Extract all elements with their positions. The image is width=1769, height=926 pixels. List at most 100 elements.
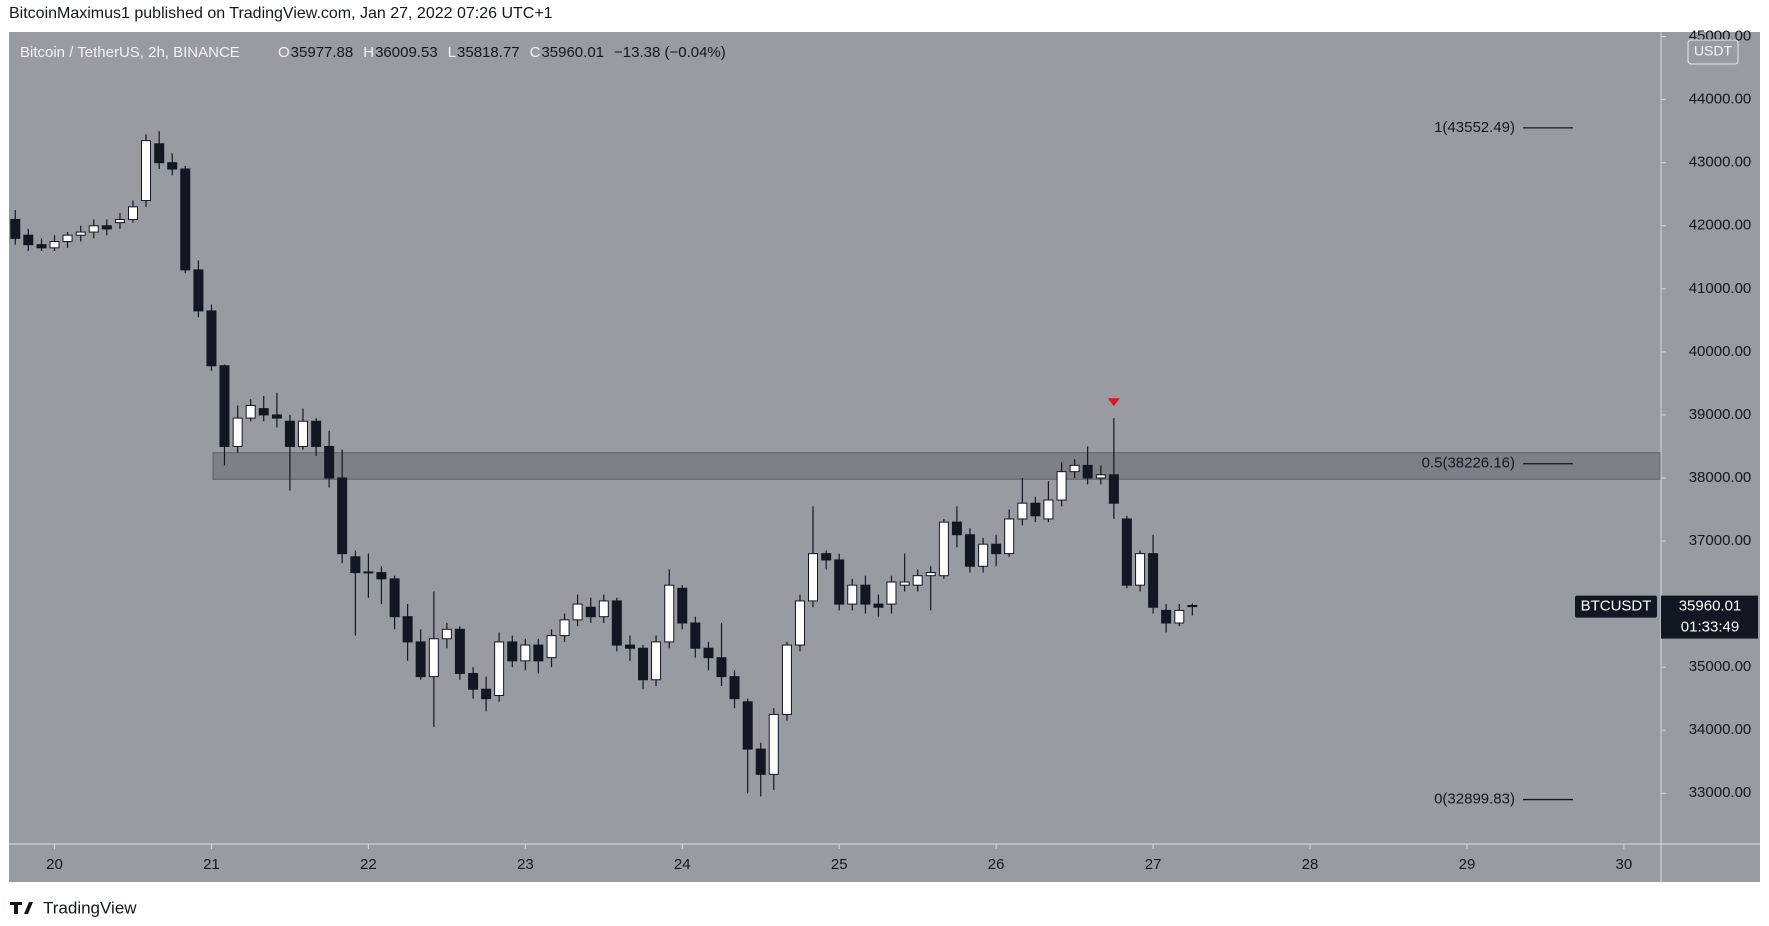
candle-body	[454, 628, 465, 674]
candle-body	[441, 628, 452, 640]
candle-body	[794, 600, 805, 646]
candle-body	[1004, 518, 1015, 555]
x-tick-label: 24	[674, 856, 691, 873]
candle-body	[664, 584, 675, 643]
candle-body	[964, 534, 975, 567]
symbol-line: Bitcoin / TetherUS, 2h, BINANCE	[20, 44, 240, 61]
candle-body	[154, 143, 165, 164]
x-tick-label: 21	[203, 856, 220, 873]
ohlc-value: 35818.77	[457, 44, 520, 61]
ohlc-key: C	[530, 44, 541, 61]
candle-body	[141, 140, 152, 202]
y-tick-label: 34000.00	[1689, 721, 1752, 738]
x-tick-label: 25	[831, 856, 848, 873]
countdown: 01:33:49	[1681, 619, 1739, 636]
candle-body	[36, 244, 47, 249]
candle-body	[834, 559, 845, 605]
candle-body	[585, 606, 596, 618]
y-tick-label: 35000.00	[1689, 658, 1752, 675]
candle-body	[415, 641, 426, 678]
footer-text: TradingView	[43, 898, 137, 917]
candle-body	[127, 206, 138, 220]
x-tick-label: 20	[46, 856, 63, 873]
candle-body	[716, 657, 727, 678]
candle-body	[1056, 471, 1067, 501]
candle-body	[297, 420, 308, 447]
fib-label: 0.5(38226.16)	[1422, 455, 1515, 472]
candle-body	[62, 234, 73, 243]
candle-body	[533, 644, 544, 662]
candle-body	[755, 748, 766, 775]
candle-body	[324, 445, 335, 479]
candle-body	[167, 162, 178, 170]
ohlc-key: L	[448, 44, 456, 61]
candle-body	[468, 672, 479, 690]
candle-body	[1135, 553, 1146, 586]
candle-body	[1187, 604, 1198, 608]
x-tick-label: 29	[1459, 856, 1476, 873]
candle-body	[337, 477, 348, 555]
candle-body	[180, 168, 191, 271]
candle-body	[193, 269, 204, 312]
candle-body	[690, 622, 701, 649]
y-tick-label: 43000.00	[1689, 154, 1752, 171]
candle-body	[1082, 464, 1093, 479]
candle-body	[49, 241, 60, 249]
ohlc-value: 35977.88	[291, 44, 354, 61]
y-tick-label: 44000.00	[1689, 91, 1752, 108]
candle-body	[729, 676, 740, 700]
candle-body	[572, 603, 583, 621]
candle-body	[494, 641, 505, 697]
candle-body	[978, 543, 989, 567]
candle-body	[520, 644, 531, 662]
candle-body	[1069, 464, 1080, 473]
x-tick-label: 28	[1302, 856, 1319, 873]
candle-body	[1121, 518, 1132, 586]
candle-body	[10, 218, 21, 239]
x-tick-label: 23	[517, 856, 534, 873]
candle-body	[219, 365, 230, 447]
fib-label: 0(32899.83)	[1434, 791, 1515, 808]
y-tick-label: 40000.00	[1689, 343, 1752, 360]
x-tick-label: 26	[988, 856, 1005, 873]
candle-body	[546, 635, 557, 659]
candle-body	[873, 603, 884, 608]
candle-body	[363, 571, 374, 574]
candle-body	[376, 572, 387, 580]
candle-body	[598, 600, 609, 618]
y-tick-label: 39000.00	[1689, 406, 1752, 423]
candle-body	[389, 578, 400, 618]
candle-body	[402, 616, 413, 643]
candle-body	[951, 521, 962, 536]
currency-box	[1687, 39, 1739, 65]
candle-body	[1095, 474, 1106, 479]
candle-body	[88, 225, 99, 233]
y-tick-label: 41000.00	[1689, 280, 1752, 297]
candle-body	[114, 218, 125, 224]
candle-body	[258, 408, 269, 416]
candle-body	[284, 420, 295, 447]
price-label: 35960.01	[1679, 598, 1742, 615]
candle-body	[1030, 502, 1041, 517]
candle-body	[1174, 609, 1185, 624]
candle-body	[232, 417, 243, 447]
y-tick-label: 38000.00	[1689, 469, 1752, 486]
fib-label: 1(43552.49)	[1434, 119, 1515, 136]
y-tick-label: 42000.00	[1689, 217, 1752, 234]
candle-body	[991, 543, 1002, 555]
candle-body	[559, 619, 570, 637]
candle-body	[860, 584, 871, 605]
ohlc-value: 36009.53	[375, 44, 438, 61]
candle-body	[245, 404, 256, 419]
candle-body	[742, 701, 753, 750]
publisher-line: BitcoinMaximus1 published on TradingView…	[9, 5, 553, 22]
ohlc-key: H	[363, 44, 374, 61]
candle-body	[781, 644, 792, 715]
candle-body	[638, 647, 649, 681]
x-tick-label: 30	[1616, 856, 1633, 873]
candle-body	[703, 647, 714, 659]
candle-body	[938, 521, 949, 577]
candle-body	[821, 553, 832, 561]
